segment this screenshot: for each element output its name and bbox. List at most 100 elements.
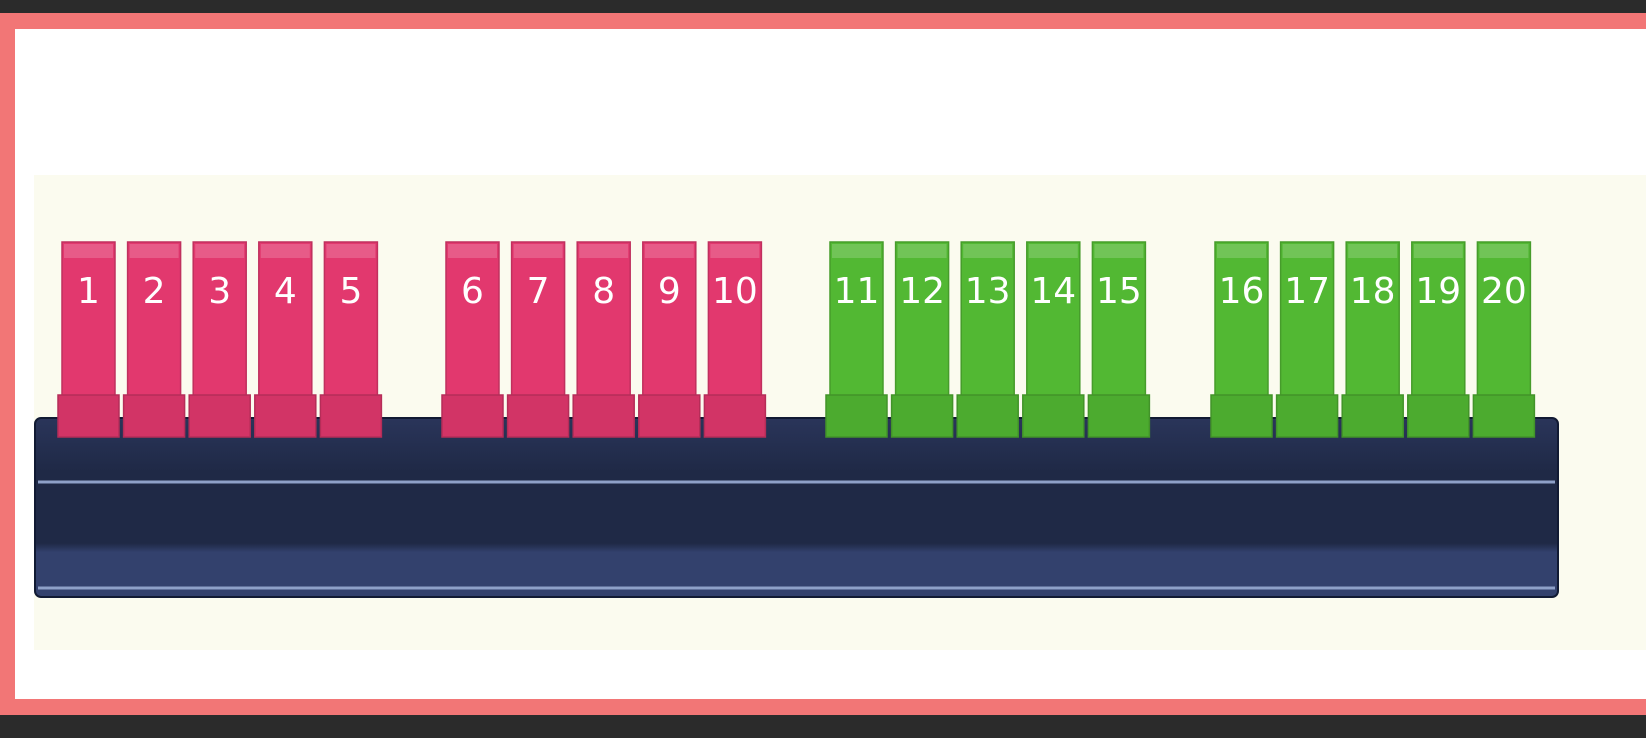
block-label: 15 [1096,271,1142,312]
block-label: 17 [1284,271,1330,312]
block-highlight [579,244,628,258]
terminal-block: 12 [892,242,953,437]
block-highlight [710,244,759,258]
block-body [1092,242,1145,402]
block-base [1408,395,1469,437]
block-base [1088,395,1149,437]
block-label: 19 [1415,271,1461,312]
terminal-block: 10 [704,242,765,437]
block-label: 10 [712,271,758,312]
block-label: 2 [143,271,166,312]
block-base [1211,395,1272,437]
block-body [830,242,883,402]
block-base [639,395,700,437]
block-highlight [64,244,113,258]
terminal-block: 2 [124,242,185,437]
block-base [1473,395,1534,437]
block-highlight [261,244,310,258]
block-body [1412,242,1465,402]
block-base [1342,395,1403,437]
block-label: 18 [1350,271,1396,312]
terminal-block: 5 [320,242,381,437]
block-label: 8 [592,271,615,312]
terminal-block: 18 [1342,242,1403,437]
block-highlight [1479,244,1528,258]
block-base [704,395,765,437]
block-base [58,395,119,437]
block-body [512,242,565,402]
block-highlight [963,244,1012,258]
block-highlight [130,244,179,258]
block-body [1215,242,1268,402]
block-label: 13 [965,271,1011,312]
block-body [193,242,246,402]
block-highlight [195,244,244,258]
block-base [442,395,503,437]
block-base [957,395,1018,437]
terminal-block: 1 [58,242,119,437]
block-body [128,242,181,402]
block-body [1281,242,1334,402]
block-body [62,242,115,402]
block-highlight [514,244,563,258]
block-label: 11 [834,271,880,312]
terminal-block: 17 [1277,242,1338,437]
block-body [1027,242,1080,402]
block-label: 14 [1030,271,1076,312]
rail [35,418,1558,597]
block-label: 1 [77,271,100,312]
terminal-block: 11 [826,242,887,437]
block-highlight [832,244,881,258]
block-base [508,395,569,437]
block-base [892,395,953,437]
block-label: 5 [339,271,362,312]
block-base [255,395,316,437]
block-body [259,242,312,402]
terminal-block: 20 [1473,242,1534,437]
block-body [324,242,377,402]
block-label: 9 [658,271,681,312]
block-highlight [1094,244,1143,258]
terminal-block: 16 [1211,242,1272,437]
block-base [320,395,381,437]
block-highlight [1414,244,1463,258]
block-body [643,242,696,402]
block-label: 3 [208,271,231,312]
block-base [573,395,634,437]
block-highlight [448,244,497,258]
terminal-block: 13 [957,242,1018,437]
block-base [189,395,250,437]
terminal-block: 3 [189,242,250,437]
block-label: 4 [274,271,297,312]
terminal-block: 8 [573,242,634,437]
block-body [961,242,1014,402]
terminal-block: 14 [1023,242,1084,437]
terminal-block: 7 [508,242,569,437]
block-body [896,242,949,402]
block-highlight [898,244,947,258]
block-body [1346,242,1399,402]
block-highlight [1348,244,1397,258]
block-base [124,395,185,437]
terminal-block: 19 [1408,242,1469,437]
block-body [446,242,499,402]
block-highlight [1283,244,1332,258]
terminal-block: 15 [1088,242,1149,437]
block-base [1023,395,1084,437]
rail-body [35,418,1558,597]
block-highlight [1029,244,1078,258]
terminal-block: 9 [639,242,700,437]
block-label: 20 [1481,271,1527,312]
block-highlight [645,244,694,258]
block-label: 6 [461,271,484,312]
block-body [708,242,761,402]
block-base [826,395,887,437]
terminal-block: 6 [442,242,503,437]
block-highlight [326,244,375,258]
block-body [1477,242,1530,402]
block-base [1277,395,1338,437]
terminal-block: 4 [255,242,316,437]
block-highlight [1217,244,1266,258]
block-label: 16 [1219,271,1265,312]
block-label: 12 [899,271,945,312]
